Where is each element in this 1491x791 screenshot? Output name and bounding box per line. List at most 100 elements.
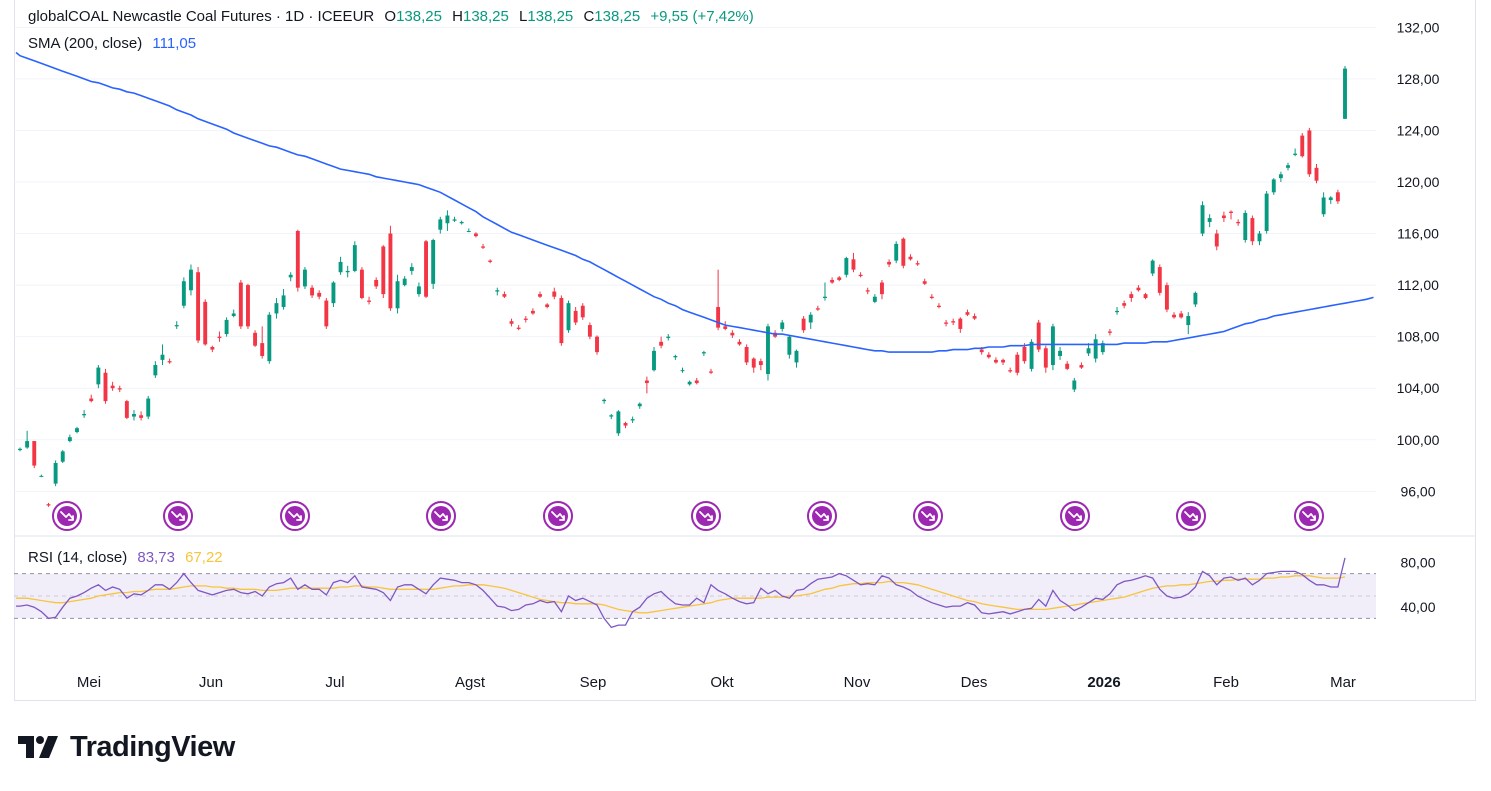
- candle[interactable]: [231, 309, 236, 318]
- candle[interactable]: [637, 402, 642, 409]
- candle[interactable]: [915, 260, 920, 266]
- candle[interactable]: [146, 395, 151, 420]
- candle[interactable]: [951, 318, 956, 326]
- candle[interactable]: [1107, 328, 1112, 336]
- candle[interactable]: [1157, 264, 1162, 296]
- candle[interactable]: [1136, 285, 1141, 292]
- candle[interactable]: [1264, 191, 1269, 234]
- event-marker-icon[interactable]: [1294, 501, 1324, 531]
- candle[interactable]: [459, 220, 464, 225]
- candle[interactable]: [1093, 334, 1098, 363]
- candle[interactable]: [1207, 214, 1212, 228]
- candle[interactable]: [509, 318, 514, 327]
- candle[interactable]: [1271, 178, 1276, 195]
- candle[interactable]: [1079, 362, 1084, 369]
- candle[interactable]: [1122, 300, 1127, 309]
- event-marker-icon[interactable]: [280, 501, 310, 531]
- chart-svg[interactable]: 132,00 128,00 124,00 120,00 116,00 112,00 108,…: [0, 0, 1491, 701]
- candle[interactable]: [1086, 343, 1091, 356]
- event-marker-icon[interactable]: [543, 501, 573, 531]
- candle[interactable]: [851, 252, 856, 273]
- candle[interactable]: [310, 285, 315, 298]
- candle[interactable]: [153, 361, 158, 378]
- candle[interactable]: [538, 291, 542, 298]
- candle[interactable]: [730, 330, 735, 338]
- candle[interactable]: [794, 349, 799, 368]
- sma-legend[interactable]: SMA (200, close) 111,05: [28, 35, 202, 52]
- candle[interactable]: [217, 331, 222, 342]
- candle[interactable]: [495, 287, 500, 296]
- event-marker-icon[interactable]: [913, 501, 943, 531]
- candle[interactable]: [132, 410, 136, 421]
- candle[interactable]: [944, 319, 949, 327]
- candle[interactable]: [253, 330, 258, 347]
- candle[interactable]: [473, 232, 478, 238]
- candle[interactable]: [516, 325, 521, 331]
- candle[interactable]: [1015, 352, 1020, 376]
- candle[interactable]: [274, 298, 279, 319]
- candle[interactable]: [402, 276, 407, 287]
- candle[interactable]: [82, 410, 87, 418]
- candle[interactable]: [744, 344, 749, 366]
- candle[interactable]: [823, 282, 827, 301]
- candle[interactable]: [18, 447, 22, 452]
- candle[interactable]: [808, 312, 813, 329]
- candle[interactable]: [281, 288, 286, 310]
- candle[interactable]: [1307, 127, 1312, 177]
- candle[interactable]: [559, 295, 564, 346]
- candle[interactable]: [53, 460, 58, 487]
- candle[interactable]: [246, 283, 250, 329]
- candle[interactable]: [388, 225, 393, 311]
- candle[interactable]: [317, 290, 322, 300]
- candle[interactable]: [1300, 133, 1305, 158]
- candle[interactable]: [573, 307, 578, 326]
- candle[interactable]: [181, 277, 186, 309]
- candle[interactable]: [972, 313, 977, 320]
- candle[interactable]: [908, 254, 913, 261]
- candle[interactable]: [117, 385, 122, 393]
- candle[interactable]: [1335, 189, 1340, 204]
- candle[interactable]: [1321, 192, 1326, 217]
- candle[interactable]: [580, 303, 585, 320]
- candle[interactable]: [395, 274, 400, 314]
- candle[interactable]: [295, 229, 300, 292]
- candle[interactable]: [338, 256, 343, 275]
- candle[interactable]: [1164, 282, 1169, 313]
- candle[interactable]: [452, 216, 457, 222]
- candle[interactable]: [210, 345, 215, 353]
- candle[interactable]: [815, 305, 820, 311]
- candle[interactable]: [1058, 346, 1063, 360]
- candle[interactable]: [1179, 310, 1184, 319]
- candle[interactable]: [46, 502, 51, 507]
- candle[interactable]: [445, 210, 450, 231]
- candle[interactable]: [595, 335, 599, 355]
- candle[interactable]: [174, 321, 179, 329]
- symbol-title[interactable]: globalCOAL Newcastle Coal Futures · 1D ·…: [28, 8, 375, 25]
- candle[interactable]: [466, 228, 471, 233]
- candle[interactable]: [865, 287, 870, 295]
- candle[interactable]: [1036, 319, 1041, 353]
- candle[interactable]: [673, 354, 678, 360]
- candle[interactable]: [1050, 323, 1055, 371]
- candle[interactable]: [837, 276, 842, 282]
- candle[interactable]: [374, 277, 379, 289]
- candle[interactable]: [587, 322, 592, 340]
- candle[interactable]: [25, 430, 30, 449]
- event-marker-icon[interactable]: [691, 501, 721, 531]
- candle[interactable]: [602, 398, 607, 404]
- candle[interactable]: [1043, 345, 1048, 373]
- candle[interactable]: [623, 421, 628, 429]
- candle[interactable]: [1200, 201, 1205, 237]
- candle[interactable]: [1286, 162, 1290, 171]
- candle[interactable]: [67, 434, 72, 443]
- candle[interactable]: [609, 414, 614, 420]
- candle[interactable]: [367, 296, 372, 305]
- candle[interactable]: [502, 291, 507, 298]
- candle[interactable]: [751, 357, 756, 373]
- event-marker-icon[interactable]: [807, 501, 837, 531]
- candle[interactable]: [858, 272, 863, 278]
- candle[interactable]: [1150, 259, 1155, 277]
- candle[interactable]: [124, 399, 129, 420]
- candle[interactable]: [345, 265, 350, 278]
- candle[interactable]: [1001, 358, 1006, 366]
